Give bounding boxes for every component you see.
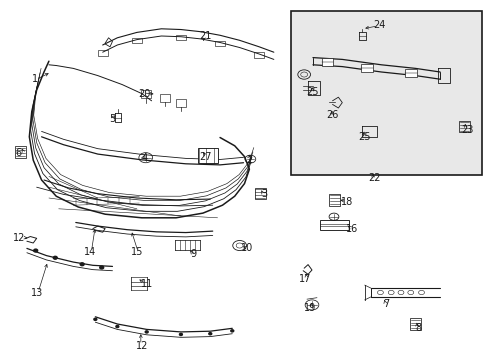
Bar (254, 52, 264, 58)
Text: 25: 25 (357, 132, 370, 142)
Bar (132, 38, 142, 43)
Text: 16: 16 (345, 224, 358, 234)
Bar (404, 69, 416, 77)
Text: 5: 5 (109, 114, 115, 124)
Bar (141, 90, 150, 98)
Text: 12: 12 (13, 233, 26, 243)
Text: 17: 17 (299, 274, 311, 284)
Text: 25: 25 (306, 87, 319, 97)
Text: 15: 15 (130, 247, 143, 257)
Text: 18: 18 (340, 197, 353, 207)
Text: 4: 4 (141, 153, 147, 163)
Bar (458, 121, 469, 132)
Text: 2: 2 (246, 155, 252, 165)
Bar (290, 11, 481, 175)
Bar (98, 50, 107, 56)
Text: 11: 11 (140, 279, 153, 289)
Text: 23: 23 (460, 125, 472, 135)
Circle shape (145, 331, 148, 333)
Bar (15, 146, 26, 158)
Circle shape (100, 266, 103, 269)
Text: 13: 13 (30, 288, 43, 298)
Circle shape (94, 318, 97, 320)
Bar (329, 194, 340, 206)
Text: 26: 26 (325, 110, 338, 120)
Circle shape (208, 333, 211, 335)
Bar (215, 41, 224, 46)
Circle shape (53, 256, 57, 259)
Text: 10: 10 (240, 243, 253, 253)
Text: 6: 6 (16, 148, 21, 158)
Text: 12: 12 (135, 341, 148, 351)
Text: 20: 20 (138, 89, 150, 99)
Bar (254, 188, 265, 199)
Circle shape (230, 330, 233, 332)
Bar (409, 318, 420, 330)
Bar (176, 99, 185, 107)
Text: 8: 8 (414, 323, 420, 333)
Text: 22: 22 (367, 173, 380, 183)
Circle shape (179, 333, 182, 336)
Text: 14: 14 (84, 247, 97, 257)
Bar (321, 58, 333, 66)
Circle shape (80, 263, 84, 266)
Text: 1: 1 (32, 74, 38, 84)
Text: 24: 24 (372, 20, 385, 30)
Text: 27: 27 (199, 152, 211, 162)
Text: 21: 21 (199, 31, 211, 41)
Text: 3: 3 (261, 189, 266, 199)
Text: 19: 19 (304, 303, 316, 313)
Bar (198, 148, 217, 163)
Circle shape (34, 249, 38, 252)
Bar (160, 94, 170, 102)
Text: 9: 9 (190, 249, 196, 259)
Bar (176, 35, 185, 40)
Bar (320, 220, 348, 230)
Bar (360, 64, 372, 72)
Circle shape (116, 325, 119, 328)
Text: 7: 7 (383, 299, 388, 309)
